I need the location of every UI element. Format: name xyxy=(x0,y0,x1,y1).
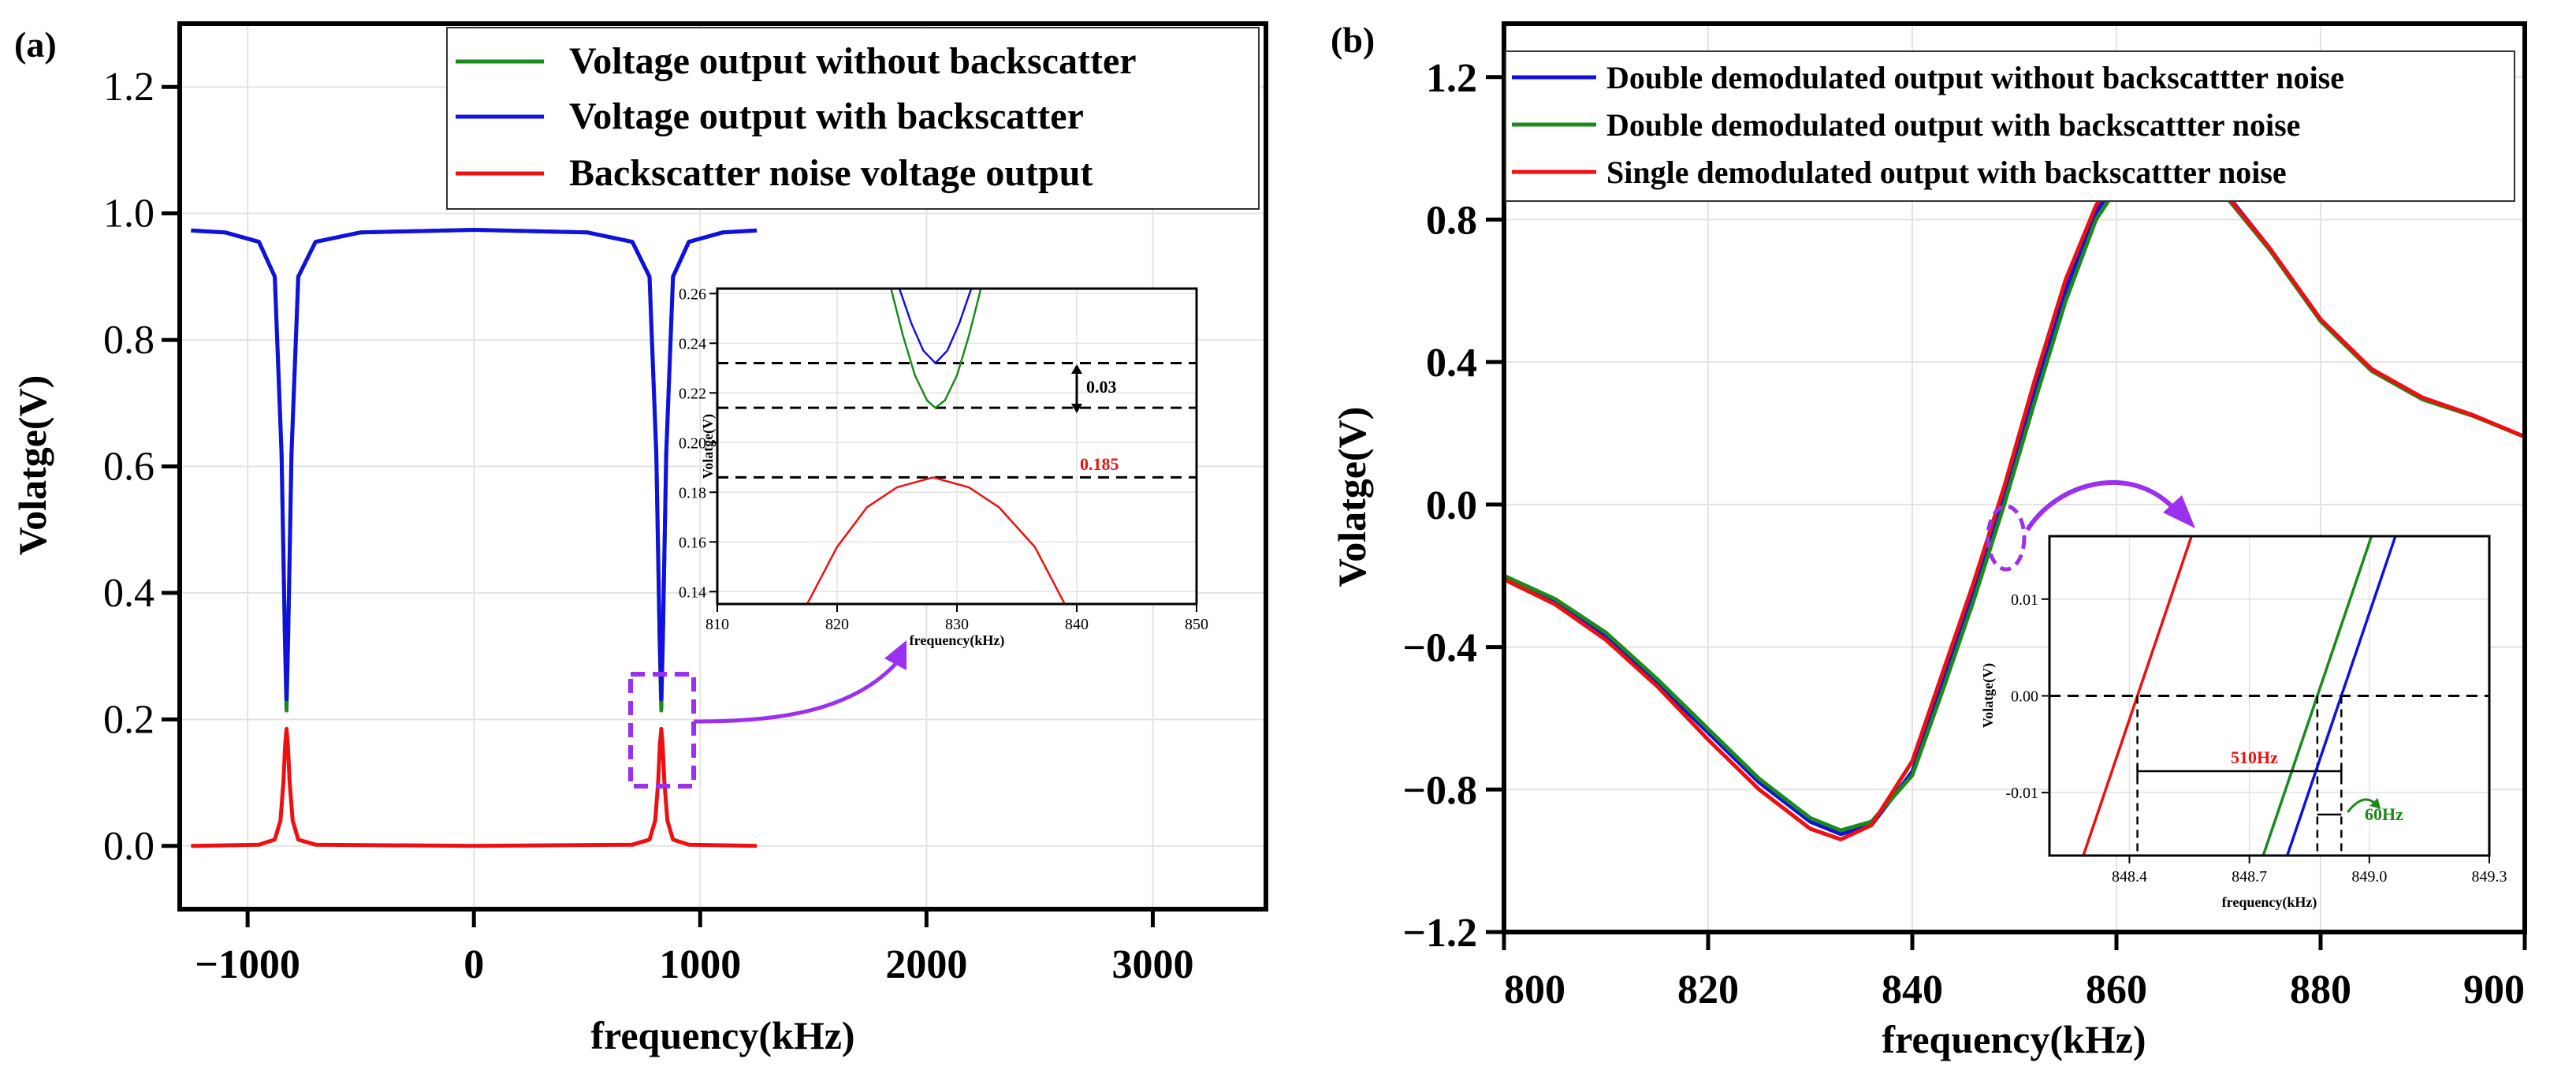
panel-a-series xyxy=(191,228,758,848)
legend-box xyxy=(446,27,1260,210)
legend-entry-2: Double demodulated output with backscatt… xyxy=(1606,107,2300,143)
y-tick-label: 0.2 xyxy=(103,697,154,742)
y-tick-label: −0.4 xyxy=(1402,626,1477,671)
panel-a-zoom-arrowhead xyxy=(884,640,906,670)
inset-a-ann-diff: 0.03 xyxy=(1086,377,1117,397)
panel-a-xlabel: frequency(kHz) xyxy=(590,1013,854,1057)
x-tick-label: 810 xyxy=(705,616,729,633)
inset-b-xlabel: frequency(kHz) xyxy=(2222,894,2317,911)
x-tick-label: 840 xyxy=(1065,616,1089,633)
x-tick-label: 860 xyxy=(2086,968,2147,1012)
y-tick-label: -0.01 xyxy=(2005,785,2038,802)
panel-a-zoom-arrow xyxy=(693,659,900,724)
x-tick-label: −1000 xyxy=(195,942,300,987)
y-tick-label: 0.4 xyxy=(1426,341,1477,386)
inset-b-series xyxy=(2049,535,2489,856)
panel-a-legend: Voltage output without backscatter Volta… xyxy=(446,27,1260,210)
x-tick-label: 830 xyxy=(945,616,969,633)
x-tick-label: 849.0 xyxy=(2351,868,2387,886)
x-tick-label: 800 xyxy=(1504,968,1565,1012)
legend-entry-2: Voltage output with backscatter xyxy=(569,95,1084,137)
panel-a-label: (a) xyxy=(14,24,57,65)
panel-b-label: (b) xyxy=(1331,20,1375,60)
x-tick-label: 849.3 xyxy=(2472,868,2507,886)
inset-a-ylabel: Volatge(V) xyxy=(700,414,717,479)
y-tick-label: 0.20 xyxy=(679,434,706,452)
x-tick-label: 0 xyxy=(463,942,484,987)
y-tick-label: 0.4 xyxy=(103,571,154,616)
panel-b-series xyxy=(1502,146,2526,841)
inset-series-red xyxy=(806,476,1066,605)
inset-series-green xyxy=(890,288,982,409)
series-red xyxy=(191,726,758,848)
x-tick-label: 820 xyxy=(1677,968,1739,1012)
y-tick-label: 0.8 xyxy=(1426,198,1477,243)
legend-entry-3: Backscatter noise voltage output xyxy=(569,152,1093,194)
y-tick-label: 0.8 xyxy=(103,318,154,363)
legend-entry-1: Double demodulated output without backsc… xyxy=(1606,60,2344,95)
panel-b-legend: Double demodulated output without backsc… xyxy=(1505,50,2515,202)
y-tick-label: 0.18 xyxy=(679,484,706,501)
y-tick-label: 0.24 xyxy=(679,335,706,352)
y-tick-label: −0.8 xyxy=(1402,768,1477,813)
inset-b-ann-60: 60Hz xyxy=(2365,804,2403,824)
panel-a-zoom-box xyxy=(628,672,696,789)
inset-a-xlabel: frequency(kHz) xyxy=(910,632,1005,649)
x-tick-label: 2000 xyxy=(885,942,967,987)
inset-a-ann-peak: 0.185 xyxy=(1080,454,1119,474)
y-tick-label: 0.01 xyxy=(2011,591,2038,609)
panel-a: −1000 0 1000 2000 30000.00.20.40.60.81.01.2 … xyxy=(10,21,1268,1057)
inset-b-ylabel: Volatge(V) xyxy=(1980,663,1997,728)
inset-b-ticks: 848.4 848.7 849.0 849.3 0.01 0.00 -0.01 xyxy=(2005,591,2507,886)
panel-b-inset: 848.4 848.7 849.0 849.3 0.01 0.00 -0.01 freque… xyxy=(1980,535,2507,911)
x-tick-label: 850 xyxy=(1185,616,1208,633)
legend-entry-1: Voltage output without backscatter xyxy=(569,40,1137,82)
panel-b-ticks: 800 820 840 860 880 900 −1.2 −0.8 −0.4 0.0 0.4 0.8 1… xyxy=(1402,56,2527,1012)
x-tick-label: 900 xyxy=(2463,968,2525,1012)
inset-a-diff-arrow-top xyxy=(1071,364,1082,374)
x-tick-label: 848.7 xyxy=(2232,868,2267,886)
y-tick-label: 0.22 xyxy=(679,385,706,402)
y-tick-label: 0.26 xyxy=(679,285,706,303)
panel-b-zoom-arrow xyxy=(2025,479,2174,531)
inset-a-diff-arrow-bottom xyxy=(1071,404,1082,413)
y-tick-label: 1.0 xyxy=(103,192,154,237)
panel-b-zoom-arrowhead xyxy=(2163,495,2195,528)
panel-b: 800 820 840 860 880 900 −1.2 −0.8 −0.4 0.0 0.4 0.8 1… xyxy=(1330,20,2527,1061)
x-tick-label: 880 xyxy=(2290,968,2351,1012)
y-tick-label: 0.16 xyxy=(679,534,706,551)
panel-b-xlabel: frequency(kHz) xyxy=(1882,1017,2146,1061)
y-tick-label: 1.2 xyxy=(103,65,154,110)
span-60-arrowhead xyxy=(2369,798,2381,809)
y-tick-label: 0.0 xyxy=(103,824,154,869)
panel-b-ylabel: Volatge(V) xyxy=(1330,407,1374,587)
panel-a-inset: 810 820 830 840 850 0.14 0.16 0.18 0.20 0.22 0.24 0… xyxy=(679,285,1208,649)
y-tick-label: 0.00 xyxy=(2011,688,2038,706)
legend-entry-3: Single demodulated output with backscatt… xyxy=(1606,155,2287,190)
y-tick-label: 0.6 xyxy=(103,445,154,490)
inset-series-blue xyxy=(898,288,973,365)
panel-a-ylabel: Volatge(V) xyxy=(10,375,54,556)
x-tick-label: 820 xyxy=(825,616,849,633)
series-red xyxy=(1502,147,2526,841)
panel-a-ticks: −1000 0 1000 2000 3000 0.0 0.2 0.4 0.6 0.8 1.0 1.2 xyxy=(103,65,1193,987)
x-tick-label: 1000 xyxy=(659,942,741,987)
series-blue xyxy=(191,228,758,702)
legend-box xyxy=(1505,50,2515,202)
x-tick-label: 3000 xyxy=(1111,942,1193,987)
y-tick-label: −1.2 xyxy=(1402,911,1477,956)
y-tick-label: 0.0 xyxy=(1426,483,1477,528)
panel-b-zoom-ellipse xyxy=(1986,504,2027,572)
x-tick-label: 840 xyxy=(1882,968,1943,1012)
x-tick-label: 848.4 xyxy=(2112,868,2147,886)
inset-b-ann-510: 510Hz xyxy=(2231,748,2278,767)
inset-a-ticks: 810 820 830 840 850 0.14 0.16 0.18 0.20 0.22 0.24 0… xyxy=(679,285,1208,633)
inset-a-series xyxy=(717,288,1197,605)
y-tick-label: 1.2 xyxy=(1426,56,1477,101)
panel-b-plot-frame xyxy=(1502,21,2527,934)
inset-a-grid xyxy=(717,289,1197,604)
y-tick-label: 0.14 xyxy=(679,584,706,601)
